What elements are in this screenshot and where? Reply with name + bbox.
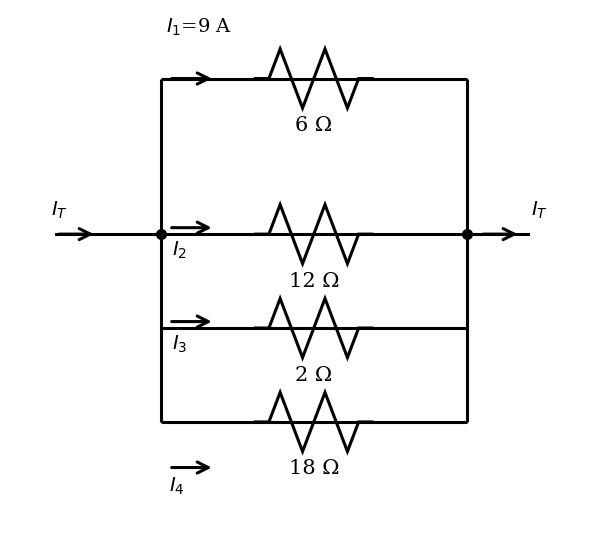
Text: 6 Ω: 6 Ω — [295, 116, 332, 135]
Text: $I_1$=9 A: $I_1$=9 A — [166, 17, 232, 38]
Text: $I_4$: $I_4$ — [169, 476, 185, 497]
Text: 18 Ω: 18 Ω — [289, 459, 339, 478]
Text: 2 Ω: 2 Ω — [295, 366, 332, 385]
Text: $I_T$: $I_T$ — [51, 200, 68, 221]
Text: $I_3$: $I_3$ — [172, 334, 187, 355]
Text: 12 Ω: 12 Ω — [289, 272, 339, 291]
Text: $I_T$: $I_T$ — [531, 200, 548, 221]
Text: $I_2$: $I_2$ — [172, 239, 186, 261]
